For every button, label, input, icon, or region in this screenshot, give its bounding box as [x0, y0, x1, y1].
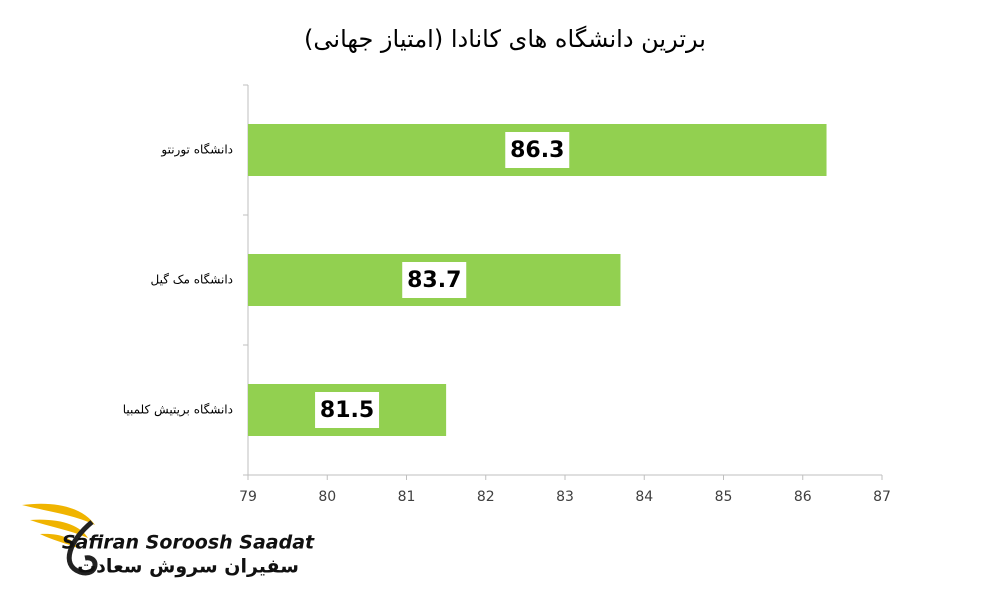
- x-tick-label: 85: [715, 489, 733, 505]
- y-tick-label: دانشگاه بریتیش کلمبیا: [123, 403, 233, 418]
- x-tick-label: 84: [635, 489, 653, 505]
- value-label: 81.5: [320, 398, 374, 423]
- x-tick-label: 80: [318, 489, 336, 505]
- logo-text-fa: سفیران سروش سعادت: [77, 556, 299, 578]
- y-tick-label: دانشگاه تورنتو: [160, 143, 233, 158]
- logo-swirl: [66, 520, 98, 576]
- x-tick-label: 81: [398, 489, 416, 505]
- x-tick-label: 82: [477, 489, 495, 505]
- value-label-box: [315, 392, 380, 428]
- logo-text-en: Safiran Soroosh Saadat: [62, 532, 315, 554]
- logo-wing: [22, 503, 95, 548]
- y-tick-label: دانشگاه مک گیل: [150, 273, 233, 287]
- chart-title: برترین دانشگاه های کانادا (امتیاز جهانی): [304, 25, 706, 53]
- x-tick-label: 79: [239, 489, 257, 505]
- value-label: 83.7: [407, 268, 461, 293]
- value-label-box: [402, 262, 467, 298]
- value-label-box: [505, 132, 570, 168]
- x-tick-label: 83: [556, 489, 574, 505]
- value-label: 86.3: [510, 138, 564, 163]
- logo: Safiran Soroosh Saadat سفیران سروش سعادت: [22, 503, 315, 578]
- x-tick-label: 87: [873, 489, 891, 505]
- x-tick-label: 86: [794, 489, 812, 505]
